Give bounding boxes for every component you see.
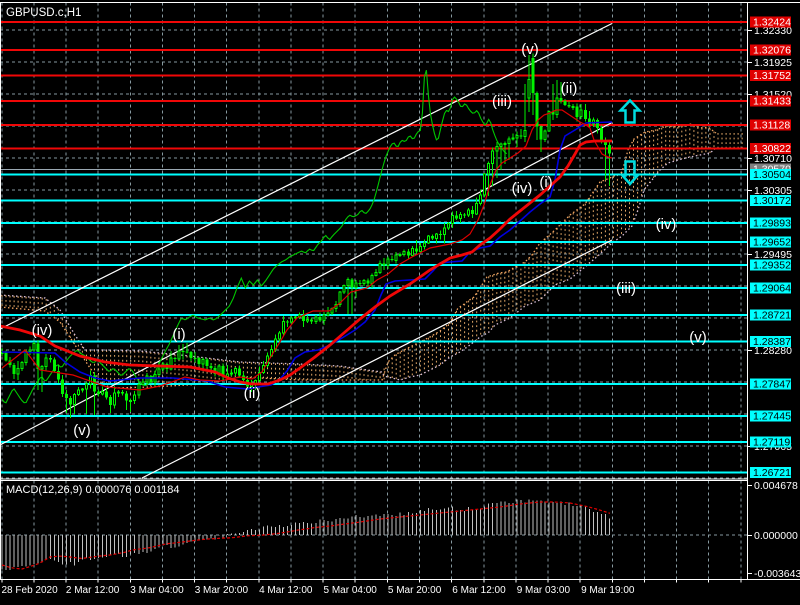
svg-text:1.29652: 1.29652 <box>753 237 791 249</box>
svg-text:1.26721: 1.26721 <box>753 467 791 479</box>
svg-text:1.28280: 1.28280 <box>754 345 792 357</box>
svg-text:-0.003643: -0.003643 <box>754 568 800 580</box>
svg-text:(iv): (iv) <box>512 180 533 197</box>
svg-text:1.29064: 1.29064 <box>753 283 791 295</box>
svg-text:1.31128: 1.31128 <box>753 120 790 132</box>
svg-text:(v): (v) <box>689 329 707 346</box>
svg-text:(i): (i) <box>172 326 185 343</box>
svg-text:GBPUSD.c,H1: GBPUSD.c,H1 <box>6 7 81 19</box>
svg-text:1.30305: 1.30305 <box>754 185 792 197</box>
svg-text:(v): (v) <box>521 41 539 58</box>
svg-text:(ii): (ii) <box>244 385 261 402</box>
svg-text:(iv): (iv) <box>656 216 677 233</box>
svg-text:28 Feb 2020: 28 Feb 2020 <box>2 585 59 596</box>
svg-text:(iii): (iii) <box>616 280 636 297</box>
svg-text:1.31752: 1.31752 <box>753 70 791 82</box>
svg-text:(iii): (iii) <box>492 93 512 110</box>
svg-text:0.004678: 0.004678 <box>754 480 798 492</box>
svg-text:3 Mar 20:00: 3 Mar 20:00 <box>195 585 249 596</box>
svg-text:1.31925: 1.31925 <box>754 57 792 69</box>
svg-text:(iv): (iv) <box>32 322 53 339</box>
svg-text:0.000000: 0.000000 <box>754 530 798 542</box>
svg-text:1.27445: 1.27445 <box>753 411 791 423</box>
svg-text:(v): (v) <box>73 422 91 439</box>
svg-text:1.28387: 1.28387 <box>753 336 791 348</box>
svg-text:(i): (i) <box>539 174 552 191</box>
svg-text:1.32076: 1.32076 <box>753 45 791 57</box>
svg-text:1.27119: 1.27119 <box>753 437 790 449</box>
svg-text:1.30504: 1.30504 <box>753 169 791 181</box>
svg-text:(ii): (ii) <box>561 80 578 97</box>
svg-text:1.29352: 1.29352 <box>753 260 791 272</box>
svg-text:MACD(12,26,9) 0.000076 0.00118: MACD(12,26,9) 0.000076 0.001184 <box>6 484 179 496</box>
svg-text:1.30822: 1.30822 <box>753 143 791 155</box>
svg-text:3 Mar 04:00: 3 Mar 04:00 <box>130 585 184 596</box>
svg-text:5 Mar 04:00: 5 Mar 04:00 <box>324 585 378 596</box>
svg-text:1.31433: 1.31433 <box>753 96 791 108</box>
svg-text:4 Mar 12:00: 4 Mar 12:00 <box>259 585 313 596</box>
svg-text:1.29495: 1.29495 <box>754 249 792 261</box>
svg-text:1.29893: 1.29893 <box>753 218 791 230</box>
svg-text:6 Mar 12:00: 6 Mar 12:00 <box>452 585 506 596</box>
svg-text:1.32424: 1.32424 <box>753 17 791 29</box>
svg-text:1.32330: 1.32330 <box>754 25 792 37</box>
svg-text:9 Mar 03:00: 9 Mar 03:00 <box>517 585 571 596</box>
svg-text:1.30710: 1.30710 <box>754 153 792 165</box>
svg-text:1.30172: 1.30172 <box>753 195 791 207</box>
svg-text:2 Mar 12:00: 2 Mar 12:00 <box>66 585 120 596</box>
svg-text:1.28721: 1.28721 <box>753 310 791 322</box>
svg-text:9 Mar 19:00: 9 Mar 19:00 <box>581 585 635 596</box>
svg-text:1.27847: 1.27847 <box>753 379 791 391</box>
svg-text:5 Mar 20:00: 5 Mar 20:00 <box>388 585 442 596</box>
